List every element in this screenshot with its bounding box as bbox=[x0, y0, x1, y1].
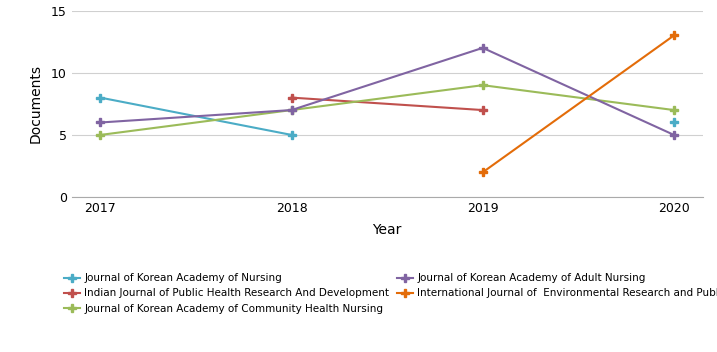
Y-axis label: Documents: Documents bbox=[29, 64, 42, 143]
Legend: Journal of Korean Academy of Nursing, Indian Journal of Public Health Research A: Journal of Korean Academy of Nursing, In… bbox=[65, 273, 717, 314]
X-axis label: Year: Year bbox=[373, 223, 402, 237]
